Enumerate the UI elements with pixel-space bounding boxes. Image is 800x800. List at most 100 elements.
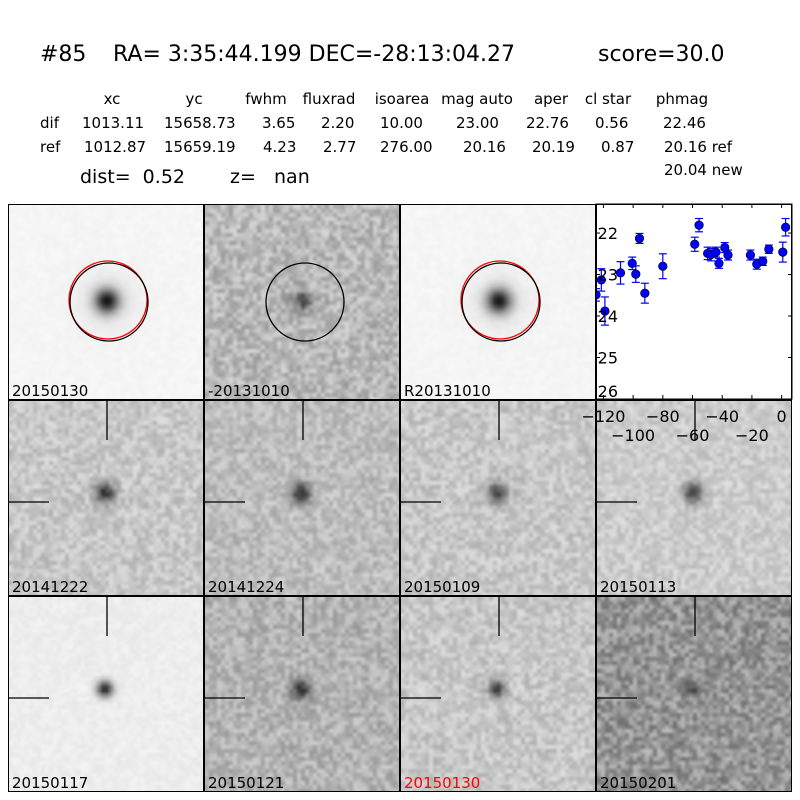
data-point <box>690 239 700 249</box>
cutout-image: 20150109 <box>400 400 596 596</box>
data-point <box>596 275 606 285</box>
cutout-pixels <box>9 597 203 791</box>
data-point <box>658 261 668 271</box>
data-points <box>596 217 791 326</box>
table-cell: 22.76 <box>526 114 569 132</box>
cutout-date-label: 20150130 <box>404 774 481 792</box>
column-header: fluxrad <box>302 90 356 108</box>
table-cell: 20.16 <box>463 138 506 156</box>
x-tick-label: −120 <box>581 407 625 426</box>
data-point <box>781 222 791 232</box>
column-header: yc <box>185 90 203 108</box>
table-cell: 20.19 <box>532 138 575 156</box>
data-point <box>778 247 788 257</box>
aperture-circle <box>460 260 540 340</box>
cutout-image: 20150121 <box>204 596 400 792</box>
score: score=30.0 <box>598 42 725 67</box>
cutout-image: 20150130 <box>8 204 204 400</box>
y-tick-label: 26 <box>598 382 618 401</box>
data-point <box>745 250 756 260</box>
table-cell: 3.65 <box>262 114 296 132</box>
aperture-circle <box>68 260 148 340</box>
data-point <box>631 269 641 279</box>
data-point <box>615 268 626 278</box>
cutout-date-label: 20150201 <box>600 774 677 792</box>
x-tick-label: 0 <box>777 407 787 426</box>
row-label: dif <box>40 114 59 132</box>
data-point <box>723 250 733 260</box>
x-tick-label: −40 <box>705 407 739 426</box>
table-cell: 23.00 <box>456 114 499 132</box>
y-tick-label: 22 <box>598 224 618 243</box>
cutout-date-label: 20150117 <box>12 774 89 792</box>
cutout-image: 20150130 <box>400 596 596 792</box>
table-cell: 4.23 <box>263 138 297 156</box>
redshift: z= nan <box>230 166 310 188</box>
cutout-image: 20150117 <box>8 596 204 792</box>
cutout-pixels <box>205 401 399 595</box>
cutout-image: 20141224 <box>204 400 400 596</box>
data-point <box>711 247 721 257</box>
table-cell: 1012.87 <box>84 138 147 156</box>
aperture-circle <box>461 262 541 342</box>
table-cell: 2.77 <box>323 138 357 156</box>
plot-frame <box>595 203 793 400</box>
x-tick-label: −100 <box>611 426 655 445</box>
data-point <box>640 288 650 298</box>
y-tick-label: 25 <box>598 349 618 368</box>
row-label: ref <box>40 138 61 156</box>
coordinates: RA= 3:35:44.199 DEC=-28:13:04.27 <box>113 42 516 67</box>
x-tick-label: −20 <box>735 426 769 445</box>
cutout-pixels <box>597 597 791 791</box>
x-tick-label: −60 <box>676 426 710 445</box>
table-cell: 0.56 <box>595 114 629 132</box>
candidate-id: #85 <box>40 42 87 67</box>
column-header: fwhm <box>245 90 287 108</box>
aperture-circle <box>69 262 149 342</box>
cutout-date-label: 20141224 <box>208 578 285 596</box>
table-cell: 0.87 <box>601 138 635 156</box>
table-cell: 20.16 ref <box>664 138 733 156</box>
cutout-date-label: R20131010 <box>404 382 491 400</box>
column-header: mag auto <box>441 90 513 108</box>
table-cell: 10.00 <box>380 114 423 132</box>
cutout-pixels <box>401 205 595 399</box>
data-point <box>714 258 724 268</box>
table-cell: 276.00 <box>380 138 433 156</box>
column-header: isoarea <box>374 90 430 108</box>
table-cell: 15658.73 <box>164 114 236 132</box>
cutout-pixels <box>205 205 399 399</box>
table-cell: 15659.19 <box>164 138 236 156</box>
cutout-image: 20150201 <box>596 596 792 792</box>
y-tick-label: 23 <box>598 266 618 285</box>
table-cell: 1013.11 <box>82 114 145 132</box>
data-point <box>694 220 704 230</box>
column-header: aper <box>533 90 569 108</box>
x-tick-label: −80 <box>646 407 680 426</box>
cutout-pixels <box>9 401 203 595</box>
cutout-date-label: -20131010 <box>208 382 290 400</box>
data-point <box>764 244 774 254</box>
table-cell: 2.20 <box>321 114 355 132</box>
cutout-pixels <box>401 401 595 595</box>
cutout-pixels <box>401 597 595 791</box>
data-point <box>634 233 645 244</box>
dist: dist= 0.52 <box>80 166 185 188</box>
data-point <box>758 256 768 266</box>
column-header: xc <box>103 90 121 108</box>
cutout-pixels <box>597 401 791 595</box>
cutout-date-label: 20150130 <box>12 382 89 400</box>
y-tick-label: 24 <box>598 307 618 326</box>
cutout-date-label: 20150113 <box>600 578 677 596</box>
column-header: phmag <box>655 90 709 108</box>
cutout-image: 20141222 <box>8 400 204 596</box>
data-point <box>600 306 610 316</box>
column-header: cl star <box>584 90 632 108</box>
cutout-pixels <box>205 597 399 791</box>
aperture-circle <box>265 262 345 342</box>
cutout-date-label: 20141222 <box>12 578 89 596</box>
cutout-date-label: 20150121 <box>208 774 285 792</box>
cutout-image: 20150113 <box>596 400 792 596</box>
